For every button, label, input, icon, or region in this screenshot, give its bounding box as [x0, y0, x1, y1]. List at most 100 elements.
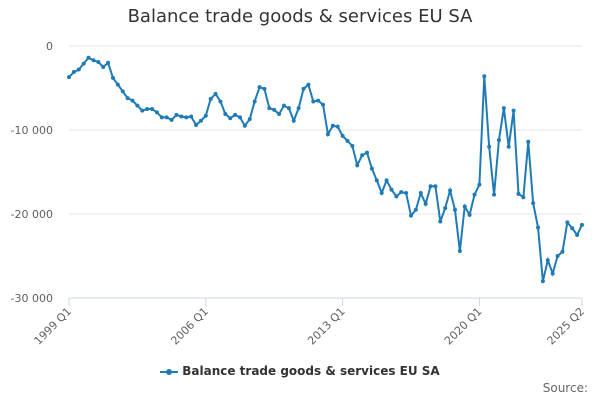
data-point[interactable] — [365, 150, 370, 155]
data-point[interactable] — [462, 204, 467, 209]
data-point[interactable] — [101, 65, 106, 69]
data-point[interactable] — [154, 110, 159, 115]
data-point[interactable] — [257, 85, 262, 90]
data-point[interactable] — [550, 271, 555, 276]
data-point[interactable] — [252, 99, 257, 104]
legend[interactable]: Balance trade goods & services EU SA — [0, 364, 600, 378]
data-point[interactable] — [96, 59, 101, 64]
data-point[interactable] — [208, 96, 213, 101]
data-point[interactable] — [238, 115, 242, 120]
data-point[interactable] — [120, 89, 125, 94]
data-point[interactable] — [570, 226, 575, 231]
data-point[interactable] — [301, 86, 306, 91]
data-point[interactable] — [452, 207, 457, 212]
data-point[interactable] — [267, 106, 272, 111]
data-point[interactable] — [262, 86, 267, 91]
data-point[interactable] — [501, 106, 506, 111]
data-point[interactable] — [311, 99, 316, 104]
data-point[interactable] — [233, 112, 238, 117]
data-point[interactable] — [86, 55, 91, 60]
data-point[interactable] — [291, 118, 296, 123]
data-point[interactable] — [306, 82, 311, 87]
data-point[interactable] — [135, 103, 140, 108]
data-point[interactable] — [423, 201, 428, 206]
data-point[interactable] — [321, 102, 326, 107]
data-point[interactable] — [174, 112, 179, 117]
data-point[interactable] — [194, 122, 199, 127]
data-point[interactable] — [487, 144, 492, 149]
data-point[interactable] — [511, 108, 516, 113]
data-point[interactable] — [413, 207, 418, 212]
data-point[interactable] — [418, 191, 423, 195]
data-point[interactable] — [169, 117, 174, 122]
data-point[interactable] — [281, 103, 286, 108]
data-point[interactable] — [247, 117, 252, 122]
data-point[interactable] — [316, 98, 321, 103]
data-point[interactable] — [516, 191, 521, 196]
data-point[interactable] — [110, 75, 115, 80]
data-point[interactable] — [159, 115, 164, 120]
data-point[interactable] — [477, 182, 482, 187]
data-point[interactable] — [223, 112, 228, 117]
data-point[interactable] — [145, 107, 150, 111]
data-point[interactable] — [130, 98, 135, 103]
data-point[interactable] — [428, 184, 433, 189]
data-point[interactable] — [140, 108, 145, 113]
data-point[interactable] — [71, 70, 76, 75]
data-point[interactable] — [374, 178, 379, 183]
data-point[interactable] — [404, 191, 409, 195]
data-point[interactable] — [340, 133, 345, 138]
data-point[interactable] — [555, 254, 560, 258]
data-point[interactable] — [125, 96, 130, 101]
data-point[interactable] — [492, 192, 497, 197]
data-point[interactable] — [106, 60, 111, 65]
data-point[interactable] — [360, 153, 365, 158]
data-point[interactable] — [335, 124, 340, 129]
data-point[interactable] — [409, 213, 413, 218]
data-point[interactable] — [540, 279, 545, 284]
data-point[interactable] — [179, 114, 184, 119]
data-point[interactable] — [325, 132, 330, 137]
data-point[interactable] — [565, 220, 570, 225]
data-point[interactable] — [389, 187, 394, 192]
data-point[interactable] — [560, 249, 565, 254]
data-point[interactable] — [496, 138, 501, 143]
data-point[interactable] — [521, 195, 526, 200]
data-point[interactable] — [433, 184, 438, 189]
data-point[interactable] — [379, 191, 384, 195]
data-point[interactable] — [242, 123, 247, 128]
data-point[interactable] — [218, 99, 223, 104]
data-point[interactable] — [438, 219, 443, 224]
data-point[interactable] — [369, 166, 374, 171]
data-point[interactable] — [277, 112, 282, 117]
data-point[interactable] — [203, 113, 208, 118]
data-point[interactable] — [575, 233, 580, 237]
data-point[interactable] — [189, 114, 194, 119]
data-point[interactable] — [164, 115, 169, 120]
data-point[interactable] — [472, 192, 477, 197]
data-point[interactable] — [213, 91, 218, 96]
data-point[interactable] — [350, 143, 355, 148]
data-point[interactable] — [345, 138, 350, 143]
data-point[interactable] — [150, 107, 155, 111]
data-point[interactable] — [482, 74, 487, 79]
data-point[interactable] — [443, 206, 448, 211]
data-point[interactable] — [272, 107, 277, 112]
data-point[interactable] — [228, 116, 233, 121]
data-point[interactable] — [394, 194, 399, 199]
data-point[interactable] — [76, 67, 81, 72]
data-point[interactable] — [399, 190, 404, 195]
data-point[interactable] — [506, 144, 511, 149]
data-point[interactable] — [531, 201, 536, 206]
data-point[interactable] — [580, 222, 584, 227]
data-point[interactable] — [184, 115, 189, 120]
data-point[interactable] — [457, 248, 462, 253]
data-point[interactable] — [467, 212, 472, 217]
data-point[interactable] — [198, 118, 203, 123]
data-point[interactable] — [286, 106, 291, 111]
data-point[interactable] — [526, 139, 531, 144]
data-point[interactable] — [384, 178, 389, 183]
data-point[interactable] — [81, 61, 86, 66]
data-point[interactable] — [355, 163, 360, 168]
data-point[interactable] — [448, 188, 453, 193]
